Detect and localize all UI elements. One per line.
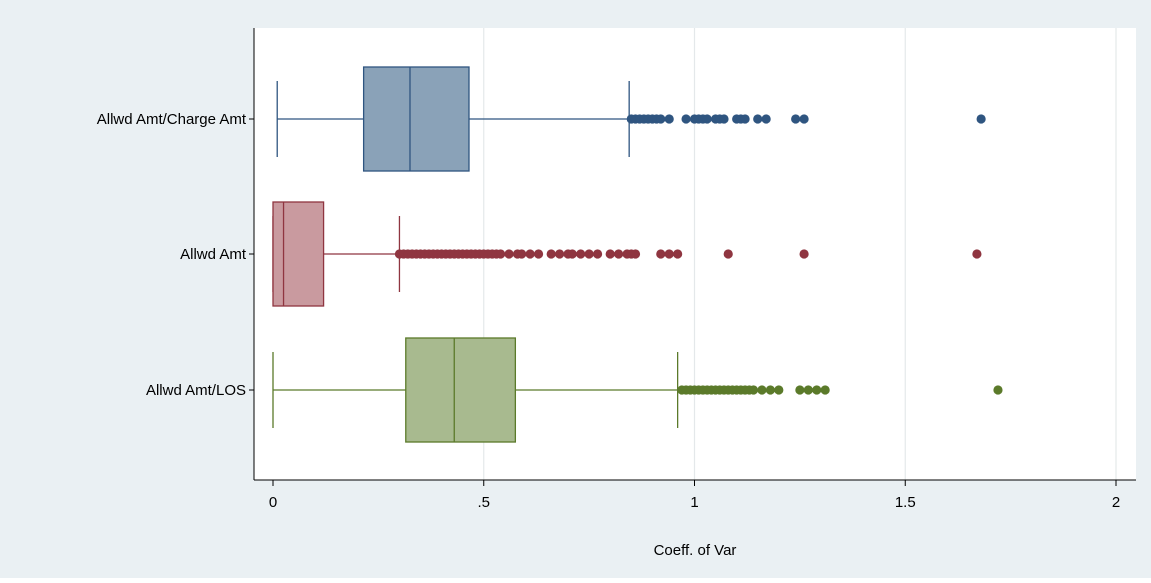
outlier-point: [555, 249, 565, 259]
outlier-point: [681, 114, 691, 124]
outlier-point: [719, 114, 729, 124]
outlier-point: [761, 114, 771, 124]
outlier-point: [757, 385, 767, 395]
axes: [249, 28, 1136, 486]
iqr-box: [272, 201, 325, 307]
outlier-point: [517, 249, 527, 259]
outlier-point: [702, 114, 712, 124]
outlier-point: [748, 385, 759, 395]
y-category-label: Allwd Amt/LOS: [146, 382, 246, 399]
x-tick-label: 1: [690, 494, 698, 511]
outlier-point: [525, 249, 535, 259]
outlier-point: [656, 114, 666, 124]
outlier-point: [630, 249, 641, 259]
iqr-box: [362, 66, 470, 172]
outlier-point: [774, 385, 784, 395]
outlier-point: [812, 385, 822, 395]
outlier-point: [546, 249, 556, 259]
outlier-point: [765, 385, 775, 395]
y-category-label: Allwd Amt: [180, 246, 247, 263]
boxes: [272, 66, 1003, 443]
outlier-point: [740, 114, 750, 124]
outlier-point: [976, 114, 986, 124]
x-tick-label: 2: [1112, 494, 1120, 511]
outlier-point: [820, 385, 830, 395]
outlier-point: [664, 249, 674, 259]
x-axis-title: Coeff. of Var: [654, 542, 737, 559]
outlier-point: [605, 249, 615, 259]
x-tick-label: 0: [269, 494, 277, 511]
iqr-box: [405, 337, 517, 443]
outlier-point: [799, 114, 809, 124]
outlier-point: [791, 114, 801, 124]
outlier-point: [533, 249, 544, 259]
x-tick-label: 1.5: [895, 494, 916, 511]
outlier-point: [972, 249, 982, 259]
outlier-point: [993, 385, 1003, 395]
y-category-label: Allwd Amt/Charge Amt: [97, 111, 247, 128]
outlier-point: [803, 385, 813, 395]
box-group: [276, 66, 986, 172]
outlier-point: [576, 249, 586, 259]
outlier-point: [567, 249, 577, 259]
x-tick-label: .5: [477, 494, 490, 511]
outlier-point: [673, 249, 683, 259]
outlier-point: [753, 114, 763, 124]
box-group: [272, 337, 1003, 443]
outlier-point: [664, 114, 674, 124]
outlier-point: [584, 249, 594, 259]
outlier-point: [723, 249, 733, 259]
outlier-point: [592, 249, 603, 259]
outlier-point: [504, 249, 514, 259]
outlier-point: [656, 249, 666, 259]
outlier-point: [496, 249, 506, 259]
outlier-point: [799, 249, 809, 259]
outlier-point: [795, 385, 805, 395]
box-group: [272, 201, 982, 307]
outlier-point: [614, 249, 624, 259]
labels: 0 .5 1 1.5 2 Allwd Amt/Charge Amt Allwd Amt All…: [97, 111, 1120, 511]
